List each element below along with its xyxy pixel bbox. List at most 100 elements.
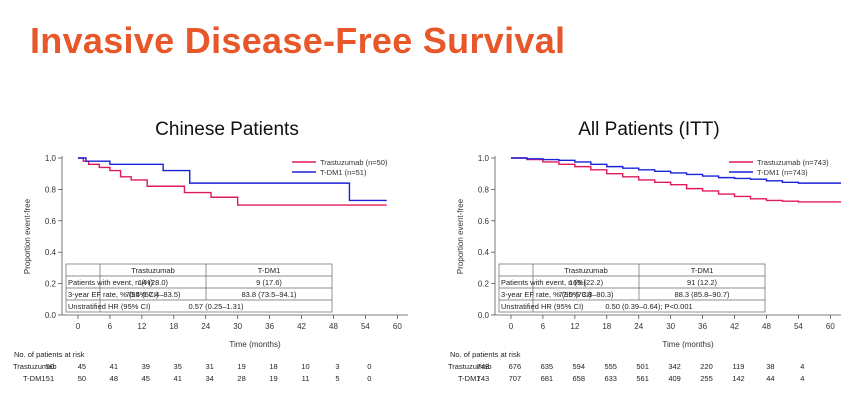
table-cell: 91 (12.2) — [687, 278, 718, 287]
y-axis-label: Proportion event-free — [23, 198, 32, 274]
y-axis-label: Proportion event-free — [456, 198, 465, 274]
risk-count: 555 — [604, 362, 617, 371]
x-tick-label: 6 — [541, 322, 546, 331]
x-tick-label: 24 — [201, 322, 210, 331]
x-tick-label: 48 — [762, 322, 771, 331]
table-row-label: Unstratified HR (95% CI) — [68, 302, 151, 311]
table-cell: 83.8 (73.5–94.1) — [241, 290, 297, 299]
risk-table-label: No. of patients at risk — [450, 350, 521, 359]
risk-table-label: No. of patients at risk — [14, 350, 85, 359]
y-tick-label: 0.8 — [45, 185, 57, 194]
x-tick-label: 60 — [393, 322, 402, 331]
risk-count: 501 — [636, 362, 649, 371]
y-tick-label: 0.6 — [478, 217, 490, 226]
risk-count: 48 — [110, 374, 118, 383]
risk-row-name: T-DM1 — [23, 374, 46, 383]
risk-count: 3 — [335, 362, 339, 371]
x-tick-label: 48 — [329, 322, 338, 331]
table-row-label: Patients with event, n (%) — [68, 278, 154, 287]
results-table: Trastuzumab T-DM1 Patients with event, n (… — [65, 263, 333, 313]
legend-label: Trastuzumab (n=743) — [757, 158, 829, 167]
risk-count: 342 — [668, 362, 681, 371]
risk-count: 50 — [78, 374, 86, 383]
risk-count: 561 — [636, 374, 649, 383]
table-cell: 165 (22.2) — [569, 278, 604, 287]
risk-count: 38 — [766, 362, 774, 371]
risk-count: 743 — [477, 374, 490, 383]
table-row-label: Patients with event, n (%) — [501, 278, 587, 287]
y-tick-label: 0.4 — [45, 248, 57, 257]
table-cell: 0.50 (0.39–0.64); P<0.001 — [605, 302, 692, 311]
risk-count: 658 — [573, 374, 586, 383]
chart-title-itt: All Patients (ITT) — [578, 119, 720, 140]
table-cell: 9 (17.6) — [256, 278, 282, 287]
x-axis-label: Time (months) — [662, 340, 714, 349]
y-tick-label: 1.0 — [478, 154, 490, 163]
legend-label: T-DM1 (n=743) — [757, 168, 808, 177]
risk-count: 39 — [142, 362, 150, 371]
risk-count: 142 — [732, 374, 745, 383]
risk-count: 45 — [78, 362, 86, 371]
x-tick-label: 0 — [509, 322, 514, 331]
chart-title-chinese: Chinese Patients — [155, 119, 299, 140]
risk-count: 255 — [700, 374, 713, 383]
results-table: Trastuzumab T-DM1 Patients with event, n (… — [498, 263, 766, 313]
x-tick-label: 60 — [826, 322, 835, 331]
table-cell: 77.0 (73.8–80.3) — [558, 290, 614, 299]
risk-count: 743 — [477, 362, 490, 371]
km-chart-chinese: 0.00.20.40.60.81.00 6 12 18 24 30 36 42 48 54 60Ti… — [13, 154, 408, 383]
series-line-tdm1 — [77, 157, 387, 202]
legend-label: T-DM1 (n=51) — [320, 168, 367, 177]
x-tick-label: 54 — [794, 322, 803, 331]
risk-count: 676 — [509, 362, 522, 371]
risk-count: 5 — [335, 374, 339, 383]
risk-count: 707 — [509, 374, 522, 383]
y-tick-label: 1.0 — [45, 154, 57, 163]
risk-count: 28 — [237, 374, 245, 383]
table-header: T-DM1 — [258, 266, 281, 275]
x-tick-label: 36 — [698, 322, 707, 331]
risk-count: 4 — [800, 362, 804, 371]
y-tick-label: 0.8 — [478, 185, 490, 194]
risk-count: 0 — [367, 374, 371, 383]
risk-count: 50 — [46, 362, 54, 371]
x-tick-label: 42 — [297, 322, 306, 331]
x-tick-label: 36 — [265, 322, 274, 331]
risk-count: 41 — [110, 362, 118, 371]
risk-row-name: T-DM1 — [458, 374, 481, 383]
risk-count: 119 — [732, 362, 744, 371]
table-row-label: 3-year EF rate, % (95% CI) — [68, 290, 159, 299]
series-line-tdm1 — [510, 157, 841, 184]
x-tick-label: 42 — [730, 322, 739, 331]
x-tick-label: 18 — [602, 322, 611, 331]
legend-label: Trastuzumab (n=50) — [320, 158, 388, 167]
table-header: Trastuzumab — [564, 266, 608, 275]
risk-count: 681 — [541, 374, 554, 383]
x-tick-label: 12 — [137, 322, 146, 331]
risk-count: 31 — [205, 362, 213, 371]
y-tick-label: 0.0 — [45, 311, 57, 320]
risk-count: 594 — [573, 362, 586, 371]
x-tick-label: 12 — [570, 322, 579, 331]
risk-row-name: Trastuzumab — [13, 362, 57, 371]
risk-count: 10 — [301, 362, 309, 371]
y-tick-label: 0.0 — [478, 311, 490, 320]
x-tick-label: 24 — [634, 322, 643, 331]
y-tick-label: 0.2 — [478, 280, 490, 289]
table-row-label: Unstratified HR (95% CI) — [501, 302, 584, 311]
risk-count: 19 — [269, 374, 277, 383]
risk-count: 35 — [174, 362, 182, 371]
risk-count: 51 — [46, 374, 54, 383]
risk-count: 11 — [302, 374, 310, 383]
x-axis-label: Time (months) — [229, 340, 281, 349]
table-header: Trastuzumab — [131, 266, 175, 275]
page-title: Invasive Disease-Free Survival — [30, 20, 566, 61]
risk-count: 4 — [800, 374, 804, 383]
risk-count: 41 — [174, 374, 182, 383]
risk-count: 0 — [367, 362, 371, 371]
table-cell: 14 (28.0) — [138, 278, 169, 287]
series-line-trastuzumab — [77, 157, 387, 206]
series-line-trastuzumab — [510, 157, 841, 203]
risk-count: 18 — [269, 362, 277, 371]
risk-count: 220 — [700, 362, 713, 371]
